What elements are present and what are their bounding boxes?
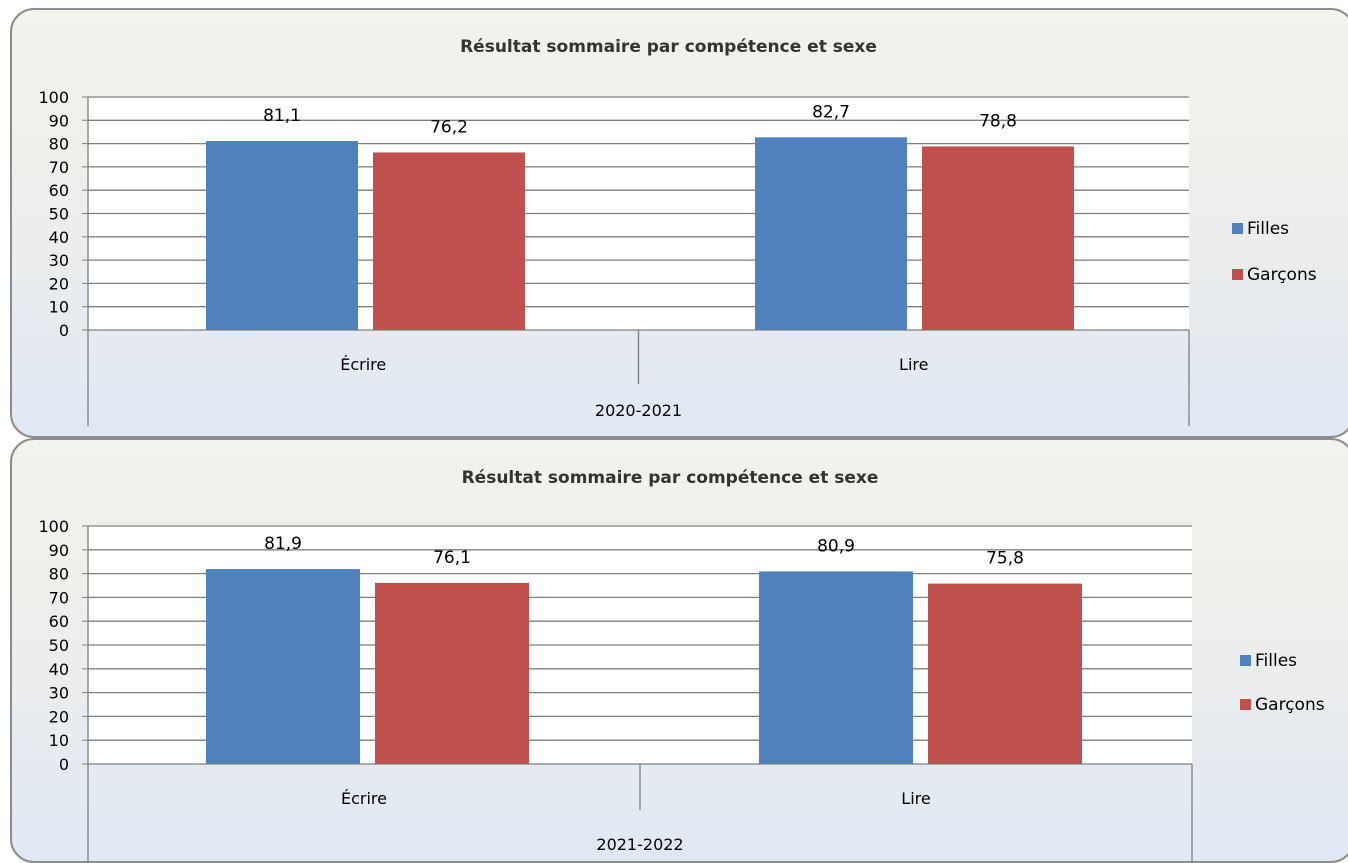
bar-filles-2 <box>755 137 907 330</box>
chart-plot-group: Résultat sommaire par compétence et sexe… <box>38 468 1325 861</box>
chart-panel-2: Résultat sommaire par compétence et sexe… <box>10 438 1348 863</box>
y-tick-label: 90 <box>49 541 69 560</box>
y-tick-label: 90 <box>49 111 69 130</box>
y-tick-label: 10 <box>49 731 69 750</box>
y-tick-label: 40 <box>49 228 69 247</box>
y-tick-label: 70 <box>49 588 69 607</box>
y-tick-label: 50 <box>49 636 69 655</box>
legend-swatch <box>1232 223 1243 234</box>
legend-label: Filles <box>1247 219 1289 239</box>
y-tick-label: 20 <box>49 707 69 726</box>
data-label: 75,8 <box>986 549 1024 569</box>
y-tick-label: 0 <box>59 755 69 774</box>
y-tick-label: 60 <box>49 181 69 200</box>
data-label: 80,9 <box>817 536 855 556</box>
y-tick-label: 50 <box>49 205 69 224</box>
chart-svg: Résultat sommaire par compétence et sexe… <box>38 468 1325 861</box>
y-tick-label: 0 <box>59 321 69 340</box>
x-category-label: Lire <box>899 355 928 374</box>
data-label: 76,1 <box>433 548 471 568</box>
legend-label: Garçons <box>1255 695 1325 715</box>
bar-garons-1 <box>373 152 525 330</box>
y-tick-label: 10 <box>49 298 69 317</box>
bar-garons-2 <box>928 583 1082 764</box>
data-label: 81,9 <box>264 534 302 554</box>
y-tick-label: 40 <box>49 660 69 679</box>
y-tick-label: 70 <box>49 158 69 177</box>
legend-swatch <box>1240 655 1251 666</box>
bar-filles-1 <box>206 141 358 330</box>
legend-swatch <box>1240 699 1251 710</box>
y-tick-label: 30 <box>49 251 69 270</box>
chart-title: Résultat sommaire par compétence et sexe <box>462 468 879 488</box>
bar-filles-2 <box>759 571 913 764</box>
legend-label: Filles <box>1255 651 1297 671</box>
bar-garons-1 <box>375 582 529 764</box>
y-tick-label: 30 <box>49 684 69 703</box>
y-tick-label: 80 <box>49 565 69 584</box>
chart-panel-1: Résultat sommaire par compétence et sexe… <box>10 8 1348 438</box>
chart-svg: Résultat sommaire par compétence et sexe… <box>38 37 1317 426</box>
y-tick-label: 100 <box>38 517 69 536</box>
x-category-label: Écrire <box>340 355 386 374</box>
legend-swatch <box>1232 269 1243 280</box>
y-tick-label: 60 <box>49 612 69 631</box>
chart-title: Résultat sommaire par compétence et sexe <box>460 37 877 57</box>
x-group-label: 2021-2022 <box>596 835 683 854</box>
bar-garons-2 <box>922 146 1074 330</box>
data-label: 76,2 <box>430 117 468 137</box>
x-group-label: 2020-2021 <box>595 401 682 420</box>
x-category-label: Écrire <box>341 789 387 808</box>
legend-label: Garçons <box>1247 265 1317 285</box>
chart-plot-group: Résultat sommaire par compétence et sexe… <box>38 37 1317 426</box>
y-tick-label: 20 <box>49 274 69 293</box>
data-label: 78,8 <box>979 111 1017 131</box>
data-label: 82,7 <box>812 102 850 122</box>
x-category-label: Lire <box>901 789 930 808</box>
y-tick-label: 100 <box>38 88 69 107</box>
bar-filles-1 <box>206 569 360 764</box>
data-label: 81,1 <box>263 106 301 126</box>
y-tick-label: 80 <box>49 135 69 154</box>
